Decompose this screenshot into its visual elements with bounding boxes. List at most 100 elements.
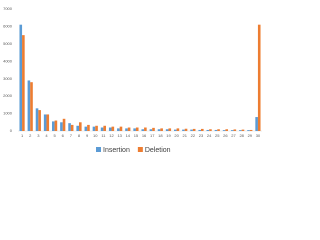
bar xyxy=(257,24,261,131)
y-tick-label: 1000 xyxy=(3,111,13,116)
bar xyxy=(209,129,212,131)
x-tick-label: 9 xyxy=(86,133,89,138)
bar xyxy=(173,129,177,131)
bar xyxy=(19,24,23,131)
bar xyxy=(87,124,90,131)
bar xyxy=(51,121,55,131)
x-tick-label: 16 xyxy=(142,133,147,138)
bar xyxy=(225,129,229,131)
bar xyxy=(239,130,242,131)
bar xyxy=(190,129,193,131)
bar xyxy=(95,125,98,131)
y-tick-label: 3000 xyxy=(3,76,13,81)
bar xyxy=(141,129,145,131)
x-tick-label: 5 xyxy=(53,133,56,138)
bar xyxy=(249,129,253,131)
bar xyxy=(117,128,120,131)
bar xyxy=(70,124,74,131)
bar xyxy=(43,114,47,131)
bar xyxy=(135,127,139,131)
bar xyxy=(182,129,185,131)
bar xyxy=(54,120,58,131)
bar xyxy=(127,127,131,131)
x-tick-label: 14 xyxy=(126,133,131,138)
bar xyxy=(62,118,66,131)
legend-label: Deletion xyxy=(145,147,171,154)
x-tick-label: 2 xyxy=(29,133,32,138)
bar xyxy=(201,128,204,131)
x-tick-label: 1 xyxy=(21,133,24,138)
bar xyxy=(84,126,88,131)
bar xyxy=(46,114,50,131)
bar xyxy=(255,117,258,131)
bar xyxy=(241,129,245,131)
legend-label: Insertion xyxy=(103,147,130,154)
x-tick-label: 3 xyxy=(37,133,40,138)
bar xyxy=(111,126,115,131)
x-tick-label: 7 xyxy=(70,133,73,138)
bar xyxy=(192,128,196,131)
x-tick-label: 20 xyxy=(174,133,179,138)
bar xyxy=(165,129,169,131)
bar xyxy=(92,126,96,131)
x-tick-label: 24 xyxy=(207,133,212,138)
x-tick-label: 4 xyxy=(45,133,48,138)
bar xyxy=(222,130,226,131)
bar xyxy=(230,130,234,131)
x-tick-label: 18 xyxy=(158,133,163,138)
x-tick-label: 17 xyxy=(150,133,155,138)
x-tick-label: 10 xyxy=(93,133,98,138)
bar xyxy=(233,129,237,131)
x-tick-label: 30 xyxy=(256,133,261,138)
bar xyxy=(176,128,180,131)
bar xyxy=(30,82,33,131)
x-tick-label: 29 xyxy=(248,133,253,138)
y-tick-label: 7000 xyxy=(3,6,13,11)
legend-swatch xyxy=(96,147,101,152)
x-tick-label: 11 xyxy=(101,133,106,138)
bar xyxy=(27,80,31,131)
bar xyxy=(119,126,123,131)
x-tick-label: 13 xyxy=(117,133,122,138)
bar xyxy=(198,129,201,131)
bar xyxy=(214,129,218,131)
bar xyxy=(133,128,136,131)
y-tick-label: 4000 xyxy=(3,58,13,63)
x-tick-label: 21 xyxy=(183,133,188,138)
x-tick-label: 15 xyxy=(134,133,139,138)
y-tick-label: 6000 xyxy=(3,23,13,28)
x-tick-label: 25 xyxy=(215,133,220,138)
x-tick-label: 26 xyxy=(223,133,228,138)
bar xyxy=(152,127,155,131)
bar xyxy=(68,123,71,131)
bar xyxy=(79,122,82,131)
bar xyxy=(108,127,112,131)
bar xyxy=(35,108,39,131)
bar xyxy=(38,110,41,131)
bar xyxy=(125,128,128,131)
x-tick-label: 28 xyxy=(239,133,244,138)
bar xyxy=(144,127,147,131)
bar xyxy=(157,129,161,131)
x-tick-label: 19 xyxy=(166,133,171,138)
x-tick-label: 23 xyxy=(199,133,204,138)
legend-swatch xyxy=(137,147,143,152)
x-tick-label: 12 xyxy=(109,133,114,138)
bar xyxy=(160,128,163,131)
y-tick-label: 0 xyxy=(10,128,13,133)
bar xyxy=(217,129,220,131)
bar xyxy=(22,35,25,132)
bar xyxy=(247,130,250,131)
x-tick-label: 8 xyxy=(78,133,81,138)
bar xyxy=(76,125,79,131)
x-tick-label: 6 xyxy=(62,133,65,138)
bar xyxy=(149,129,153,131)
x-tick-label: 27 xyxy=(231,133,236,138)
bar xyxy=(206,129,210,131)
y-tick-label: 5000 xyxy=(3,41,13,46)
bar xyxy=(168,128,172,131)
x-tick-label: 22 xyxy=(191,133,196,138)
bar xyxy=(60,122,63,131)
bar xyxy=(100,127,104,131)
bar xyxy=(184,128,188,131)
